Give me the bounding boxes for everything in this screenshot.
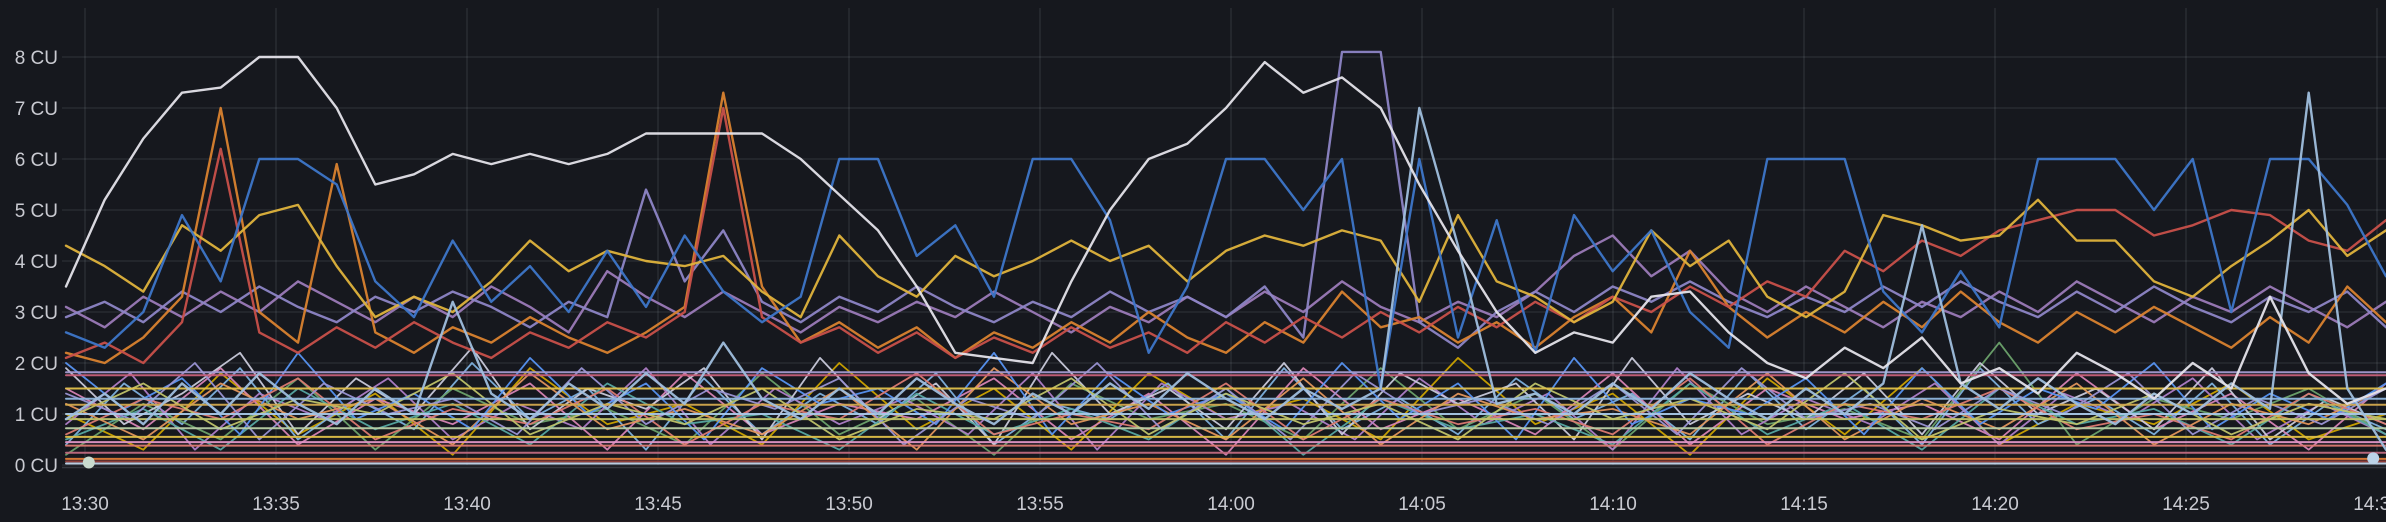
y-tick-label: 4 CU [15,252,58,273]
y-tick-label: 7 CU [15,99,58,120]
series-line-cyan [64,91,2386,451]
y-axis: 0 CU 1 CU 2 CU 3 CU 4 CU 5 CU 6 CU 7 CU 8 CU [15,48,58,477]
x-tick-label: 14:05 [1398,494,1446,515]
y-tick-label: 1 CU [15,405,58,426]
series-line-zigzag-blue [65,351,2386,441]
x-tick-label: 13:55 [1016,494,1064,515]
series-line-white [64,55,2386,405]
y-tick-label: 5 CU [15,201,58,222]
series-line-blue [64,157,2386,390]
y-tick-label: 6 CU [15,150,58,171]
y-tick-label: 8 CU [15,48,58,69]
y-tick-label: 0 CU [15,456,58,477]
x-tick-label: 13:30 [61,494,109,515]
x-tick-label: 14:15 [1780,494,1828,515]
series-endpoint-dot [82,456,95,469]
series-line-red [64,106,2386,365]
x-tick-label: 13:35 [252,494,300,515]
x-tick-label: 14:00 [1207,494,1255,515]
x-tick-label: 14:20 [1971,494,2019,515]
series-line-zigzag-salmon [65,372,2386,446]
series-line-zigzag-pink [65,367,2386,456]
y-tick-label: 2 CU [15,354,58,375]
x-tick-label: 14:10 [1589,494,1637,515]
x-axis: 13:30 13:35 13:40 13:45 13:50 13:55 14:00 14:05… [61,494,2386,515]
series-line-periwinkle [64,50,2386,349]
x-tick-label: 13:45 [634,494,682,515]
x-tick-label: 13:40 [443,494,491,515]
series-line-yellow [64,198,2386,324]
x-tick-label: 13:50 [825,494,873,515]
x-tick-label: 14:30 [2353,494,2386,515]
series-endpoint-dot [2367,452,2380,465]
series-lines [64,50,2386,465]
x-tick-label: 14:25 [2162,494,2210,515]
y-tick-label: 3 CU [15,303,58,324]
